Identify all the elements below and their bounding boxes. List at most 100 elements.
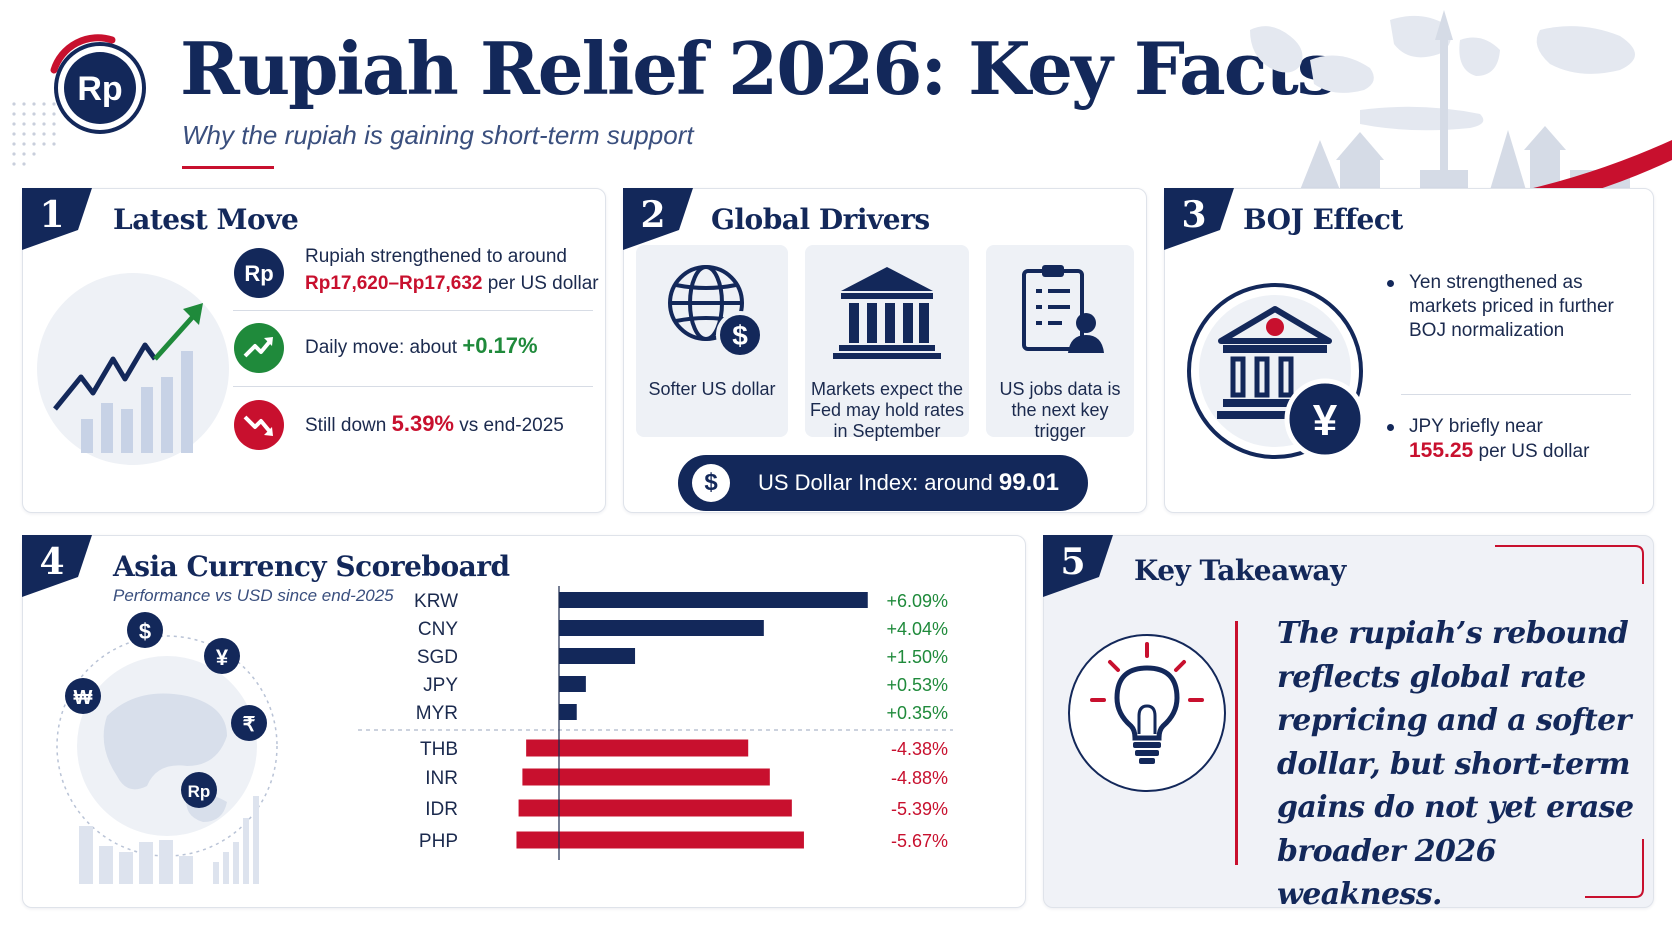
- bar-jpy: [559, 676, 586, 692]
- panel-number: 3: [1181, 194, 1207, 236]
- bar-inr: [522, 768, 770, 786]
- fact-text-pre: Daily move: about: [305, 337, 458, 358]
- panel-number: 5: [1060, 541, 1086, 583]
- decorative-corner: [1585, 839, 1644, 898]
- globe-dollar-symbol: $: [139, 619, 151, 644]
- bullet-yen-strength: Yen strengthened as markets priced in fu…: [1387, 271, 1649, 343]
- bullet-highlight-jpy: 155.25: [1409, 439, 1474, 462]
- driver-card-usd: $ Softer US dollar: [636, 245, 788, 437]
- rupiah-logo: Rp: [42, 30, 152, 140]
- driver-label: Markets expect the Fed may hold rates in…: [809, 379, 965, 441]
- panel-title: BOJ Effect: [1243, 203, 1403, 236]
- page-subtitle: Why the rupiah is gaining short-term sup…: [182, 120, 694, 150]
- panel-number-badge: 2: [623, 188, 693, 254]
- globe-won-symbol: ₩: [74, 687, 93, 709]
- category-label-krw: KRW: [414, 591, 458, 612]
- driver-card-fed: Markets expect the Fed may hold rates in…: [805, 245, 969, 441]
- boj-bank-yen-icon: ¥: [1187, 283, 1366, 460]
- driver-label: Softer US dollar: [648, 379, 776, 399]
- takeaway-text: The rupiah’s rebound reflects global rat…: [1277, 616, 1634, 912]
- value-label-myr: +0.35%: [886, 703, 948, 723]
- header: Rp Rupiah Relief 2026: Key Facts Why the…: [0, 0, 1672, 224]
- fact-highlight-rate: Rp17,620–Rp17,632: [305, 273, 483, 294]
- driver-label: US jobs data is the next key trigger: [999, 379, 1121, 441]
- globe-dollar-icon: $: [668, 265, 764, 359]
- svg-text:Rp: Rp: [244, 261, 273, 286]
- panel-number-badge: 4: [22, 535, 92, 601]
- panel-number-badge: 1: [22, 188, 92, 254]
- category-label-idr: IDR: [425, 799, 458, 820]
- panel-number-badge: 5: [1043, 535, 1113, 601]
- bar-php: [516, 831, 804, 849]
- fact-text: Daily move: about +0.17%: [305, 332, 605, 361]
- panel-title: Latest Move: [113, 203, 299, 236]
- value-label-idr: -5.39%: [891, 799, 948, 819]
- svg-text:$: $: [732, 320, 748, 351]
- decorative-dot-grid: [12, 102, 56, 166]
- yen-symbol: ¥: [1313, 396, 1338, 445]
- bullet-jpy-level: JPY briefly near 155.25 per US dollar: [1387, 415, 1649, 464]
- bar-myr: [559, 704, 577, 720]
- bar-cny: [559, 620, 764, 636]
- subtitle-underline: [182, 166, 274, 169]
- dollar-coin-icon: $: [692, 464, 730, 502]
- driver-card-jobs: US jobs data is the next key trigger: [986, 245, 1134, 441]
- fact-text: Rupiah strengthened to around Rp17,620–R…: [305, 243, 605, 297]
- fact-text: Still down 5.39% vs end-2025: [305, 410, 605, 439]
- page-title: Rupiah Relief 2026: Key Facts: [180, 26, 1337, 111]
- asia-currency-scoreboard-panel: 4 Asia Currency Scoreboard Performance v…: [22, 535, 1026, 908]
- bullet-text: JPY briefly near: [1409, 416, 1543, 437]
- fact-text-post: vs end-2025: [459, 415, 564, 436]
- decorative-corner: [1495, 545, 1644, 584]
- panel-number: 2: [640, 194, 666, 236]
- category-label-inr: INR: [425, 768, 458, 789]
- value-label-cny: +4.04%: [886, 619, 948, 639]
- dollar-index-value: 99.01: [998, 469, 1059, 496]
- dollar-index-label: US Dollar Index: around: [758, 470, 993, 495]
- value-label-jpy: +0.53%: [886, 675, 948, 695]
- chart-title: Asia Currency Scoreboard: [113, 550, 510, 583]
- bullet-text-post: per US dollar: [1478, 441, 1590, 462]
- globe-rupiah-symbol: Rp: [188, 782, 211, 801]
- category-label-thb: THB: [420, 739, 458, 760]
- value-label-inr: -4.88%: [891, 768, 948, 788]
- rising-chart-illustration: [37, 273, 229, 465]
- trend-down-icon: [234, 400, 284, 450]
- bullet-dot: [1387, 424, 1394, 431]
- fact-highlight-daily: +0.17%: [462, 333, 538, 358]
- bullet-dot: [1387, 280, 1394, 287]
- category-label-jpy: JPY: [423, 675, 458, 696]
- logo-text: Rp: [77, 70, 122, 108]
- bar-krw: [559, 592, 868, 608]
- dollar-index-text: US Dollar Index: around 99.01: [758, 469, 1059, 497]
- panel-title: Key Takeaway: [1134, 554, 1346, 587]
- bank-building-icon: [833, 267, 941, 359]
- category-label-php: PHP: [419, 831, 458, 852]
- divider: [233, 386, 593, 387]
- bar-idr: [518, 799, 792, 817]
- fact-text-pre: Still down: [305, 415, 387, 436]
- value-label-php: -5.67%: [891, 831, 948, 851]
- key-takeaway-panel: 5 Key Takeaway The rupiah’s rebound refl…: [1043, 535, 1654, 912]
- bar-sgd: [559, 648, 636, 664]
- divider: [233, 310, 593, 311]
- category-label-myr: MYR: [416, 703, 458, 724]
- global-drivers-panel: 2 Global Drivers $ Softer US dollar: [623, 188, 1147, 513]
- latest-move-panel: 1 Latest Move Rp Rupiah strengthened to …: [22, 188, 606, 513]
- category-label-sgd: SGD: [417, 647, 458, 668]
- currency-bar-chart: KRW +6.09% CNY +4.04% SGD +1.50% JPY +0.53% MYR +…: [358, 586, 953, 860]
- panel-number: 1: [39, 194, 65, 236]
- divider: [1401, 394, 1631, 395]
- globe-yen-symbol: ¥: [216, 645, 229, 670]
- value-label-sgd: +1.50%: [886, 647, 948, 667]
- panel-title: Global Drivers: [711, 203, 930, 236]
- value-label-thb: -4.38%: [891, 739, 948, 759]
- clipboard-person-icon: [1022, 265, 1104, 353]
- dollar-index-pill: $ US Dollar Index: around 99.01: [678, 455, 1088, 511]
- chart-subtitle: Performance vs USD since end-2025: [113, 586, 394, 605]
- boj-effect-panel: 3 BOJ Effect ¥ Yen strengthened as marke…: [1164, 188, 1654, 513]
- fact-text-pre: Rupiah strengthened to around: [305, 246, 567, 267]
- fact-highlight-ytd: 5.39%: [391, 411, 454, 436]
- panel-number: 4: [39, 541, 65, 583]
- bullet-text: Yen strengthened as markets priced in fu…: [1409, 272, 1614, 341]
